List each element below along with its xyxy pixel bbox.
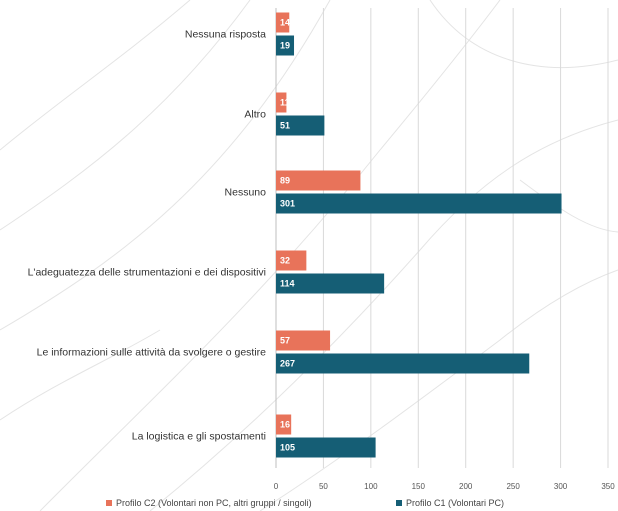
x-axis-ticks: 0 50 100 150 200 250 300 350: [274, 482, 615, 491]
contour-line-8: [0, 329, 161, 421]
value-label-c1-altro: 51: [280, 121, 290, 131]
category-label-nessuna-risposta: Nessuna risposta: [185, 29, 266, 41]
bar-c2-l-adeguatezza-delle-strumentazioni-e-dei-dispositivi: [276, 250, 307, 271]
category-labels: Nessuna risposta Altro Nessuno L'adeguatezz…: [28, 29, 267, 443]
value-label-c1-la-logistica-e-gli-spostamenti: 105: [280, 443, 295, 453]
x-tick-label-50: 50: [319, 482, 328, 491]
legend-swatch-c1: [396, 500, 402, 506]
contour-line-6: [429, 0, 618, 68]
contour-line-7: [519, 179, 618, 233]
bar-c2-la-logistica-e-gli-spostamenti: [276, 414, 292, 435]
value-label-c2-nessuno: 89: [280, 176, 290, 186]
value-label-c2-l-adeguatezza-delle-strumentazioni-e-dei-dispositivi: 32: [280, 256, 290, 266]
value-label-c1-le-informazioni-sulle-attivita-da-svolgere-o-gestire: 267: [280, 359, 295, 369]
value-label-c1-nessuna-risposta: 19: [280, 41, 290, 51]
category-label-nessuno: Nessuno: [225, 187, 267, 199]
contour-line-3: [39, 0, 501, 511]
bar-c1-nessuna-risposta: [276, 35, 295, 56]
bar-c1-l-adeguatezza-delle-strumentazioni-e-dei-dispositivi: [276, 273, 385, 294]
value-label-c2-altro: 11: [280, 98, 290, 108]
contour-line-4: [149, 119, 618, 511]
x-tick-label-200: 200: [459, 482, 473, 491]
category-label-l-adeguatezza-delle-strumentazioni-e-dei-dispositivi: L'adeguatezza delle strumentazioni e dei…: [28, 267, 266, 279]
x-tick-label-250: 250: [506, 482, 520, 491]
bar-c1-nessuno: [276, 193, 562, 214]
bar-c2-altro: [276, 92, 287, 113]
bar-c1-le-informazioni-sulle-attivita-da-svolgere-o-gestire: [276, 353, 530, 374]
legend-label-c1: Profilo C1 (Volontari PC): [406, 498, 504, 508]
x-tick-label-0: 0: [274, 482, 279, 491]
legend: Profilo C2 (Volontari non PC, altri grup…: [106, 498, 504, 508]
bar-c2-nessuno: [276, 170, 361, 191]
x-tick-label-350: 350: [601, 482, 615, 491]
contour-line-1: [0, 0, 251, 231]
category-label-le-informazioni-sulle-attivita-da-svolgere-o-gestire: Le informazioni sulle attività da svolge…: [37, 347, 267, 359]
value-label-c1-nessuno: 301: [280, 199, 295, 209]
value-label-c2-le-informazioni-sulle-attivita-da-svolgere-o-gestire: 57: [280, 336, 290, 346]
value-label-c2-nessuna-risposta: 14: [280, 18, 290, 28]
contour-line-5: [259, 269, 618, 511]
bar-c1-la-logistica-e-gli-spostamenti: [276, 437, 376, 458]
contour-line-2: [0, 0, 331, 331]
contour-line-0: [0, 0, 191, 151]
grid-lines: [275, 8, 609, 468]
category-label-la-logistica-e-gli-spostamenti: La logistica e gli spostamenti: [132, 431, 266, 443]
legend-label-c2: Profilo C2 (Volontari non PC, altri grup…: [116, 498, 312, 508]
legend-swatch-c2: [106, 500, 112, 506]
x-tick-label-300: 300: [554, 482, 568, 491]
x-tick-label-100: 100: [364, 482, 378, 491]
bar-c2-le-informazioni-sulle-attivita-da-svolgere-o-gestire: [276, 330, 331, 351]
value-label-c2-la-logistica-e-gli-spostamenti: 16: [280, 420, 290, 430]
bar-c1-altro: [276, 115, 325, 136]
category-label-altro: Altro: [244, 109, 266, 121]
value-label-c1-l-adeguatezza-delle-strumentazioni-e-dei-dispositivi: 114: [280, 279, 295, 289]
x-tick-label-150: 150: [412, 482, 426, 491]
bars-group: 14 19 11 51 89 301 32 114 57 267 16 105: [276, 12, 562, 458]
bar-c2-nessuna-risposta: [276, 12, 290, 33]
